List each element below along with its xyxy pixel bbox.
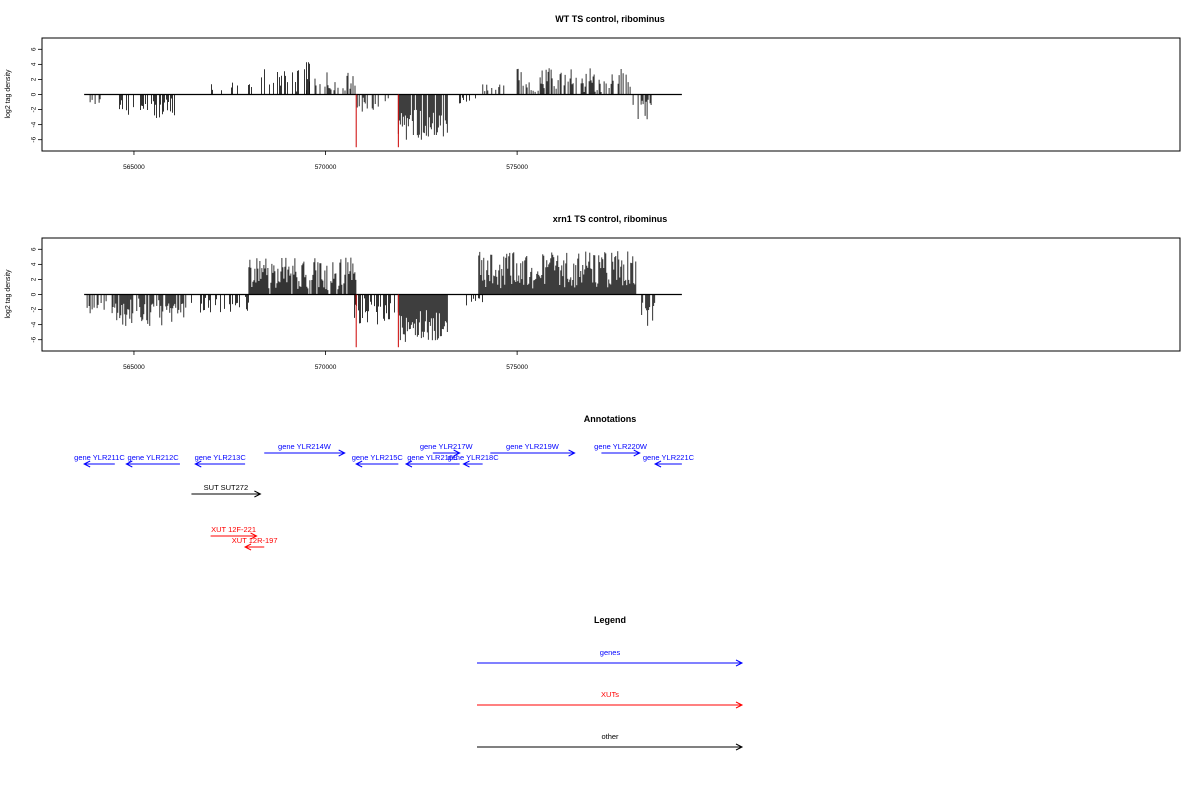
annotations-title: Annotations (584, 414, 637, 424)
density-bars (84, 62, 682, 148)
feature-label: gene YLR214W (278, 442, 332, 451)
feature-arrow-head (125, 460, 133, 468)
legend-arrow-head (735, 743, 744, 751)
feature-arrow-head (404, 460, 413, 468)
y-tick-label: 2 (31, 277, 38, 281)
y-tick-label: -2 (31, 306, 38, 312)
annotation-feature: gene YLR212C (125, 453, 180, 468)
annotation-feature: gene YLR216C (404, 453, 460, 468)
y-tick-label: -4 (31, 321, 38, 327)
feature-arrow-head (653, 460, 662, 468)
legend-label: genes (600, 648, 621, 657)
x-tick-label: 575000 (506, 364, 528, 371)
legend-label: other (601, 732, 619, 741)
legend-arrow-head (735, 701, 744, 709)
y-tick-label: 6 (31, 47, 38, 51)
feature-label: SUT SUT272 (204, 483, 248, 492)
annotation-feature: gene YLR220W (594, 442, 648, 457)
y-tick-label: 4 (31, 262, 38, 266)
panel-title: WT TS control, ribominus (555, 14, 665, 24)
feature-label: gene YLR216C (407, 453, 459, 462)
legend-label: XUTs (601, 690, 619, 699)
feature-arrow-head (243, 543, 252, 551)
annotation-feature: gene YLR217W (420, 442, 474, 457)
feature-arrow-head (633, 449, 641, 457)
feature-label: gene YLR217W (420, 442, 474, 451)
y-axis-label: log2 tag density (5, 269, 12, 319)
annotation-feature: XUT 12F-221 (210, 525, 258, 540)
x-tick-label: 565000 (123, 364, 145, 371)
y-tick-label: 4 (31, 62, 38, 66)
feature-arrow-head (254, 490, 262, 498)
x-axis-ticks: 565000 570000 575000 (123, 151, 528, 171)
feature-arrow-head (568, 449, 576, 457)
y-tick-label: -6 (31, 336, 38, 342)
annotation-features: gene YLR211C gene YLR212C gene YLR213C gene… (74, 442, 695, 551)
x-tick-label: 570000 (315, 164, 337, 171)
x-axis-ticks: 565000 570000 575000 (123, 351, 528, 371)
annotation-feature: XUT 12R-197 (232, 536, 278, 551)
feature-arrow-head (338, 449, 346, 457)
feature-arrow-head (355, 460, 363, 468)
feature-arrow-head (453, 449, 461, 457)
feature-label: gene YLR221C (643, 453, 695, 462)
x-tick-label: 575000 (506, 164, 528, 171)
legend-item: other (477, 732, 744, 751)
feature-arrow-head (194, 460, 202, 468)
legend: Legend genes XUTs other (477, 615, 744, 751)
legend-items: genes XUTs other (477, 648, 744, 751)
y-tick-label: 0 (31, 92, 38, 96)
y-tick-label: 0 (31, 292, 38, 296)
annotation-feature: gene YLR218C (447, 453, 499, 468)
legend-item: genes (477, 648, 744, 667)
legend-title: Legend (594, 615, 626, 625)
feature-label: XUT 12R-197 (232, 536, 278, 545)
annotation-feature: gene YLR214W (264, 442, 346, 457)
annotation-feature: gene YLR213C (194, 453, 247, 468)
annotations-track: Annotations gene YLR211C gene YLR212C gene… (74, 414, 695, 551)
feature-arrow-head (462, 460, 470, 468)
y-tick-label: -2 (31, 106, 38, 112)
legend-item: XUTs (477, 690, 744, 709)
feature-label: gene YLR218C (447, 453, 499, 462)
feature-label: gene YLR215C (352, 453, 404, 462)
annotation-feature: SUT SUT272 (191, 483, 262, 498)
feature-label: gene YLR219W (506, 442, 560, 451)
y-axis-ticks: -6 -4 -2 0 2 4 6 (31, 247, 42, 343)
feature-arrow-head (250, 532, 258, 540)
annotation-feature: gene YLR221C (643, 453, 695, 468)
xrn1-density-panel: xrn1 TS control, ribominus log2 tag dens… (5, 214, 1181, 371)
wt-density-panel: WT TS control, ribominus log2 tag densit… (5, 14, 1181, 171)
panel-title: xrn1 TS control, ribominus (553, 214, 668, 224)
y-tick-label: 6 (31, 247, 38, 251)
y-tick-label: 2 (31, 77, 38, 81)
feature-arrow-head (83, 460, 91, 468)
legend-arrow-head (735, 659, 744, 667)
feature-label: gene YLR212C (128, 453, 180, 462)
y-tick-label: -6 (31, 136, 38, 142)
feature-label: gene YLR213C (195, 453, 247, 462)
y-axis-label: log2 tag density (5, 69, 12, 119)
y-tick-label: -4 (31, 121, 38, 127)
annotation-feature: gene YLR219W (490, 442, 576, 457)
y-axis-ticks: -6 -4 -2 0 2 4 6 (31, 47, 42, 143)
annotation-feature: gene YLR211C (74, 453, 125, 468)
x-tick-label: 570000 (315, 364, 337, 371)
annotation-feature: gene YLR215C (352, 453, 404, 468)
x-tick-label: 565000 (123, 164, 145, 171)
feature-label: gene YLR211C (74, 453, 125, 462)
feature-label: gene YLR220W (594, 442, 648, 451)
feature-label: XUT 12F-221 (211, 525, 256, 534)
density-bars (84, 251, 682, 348)
